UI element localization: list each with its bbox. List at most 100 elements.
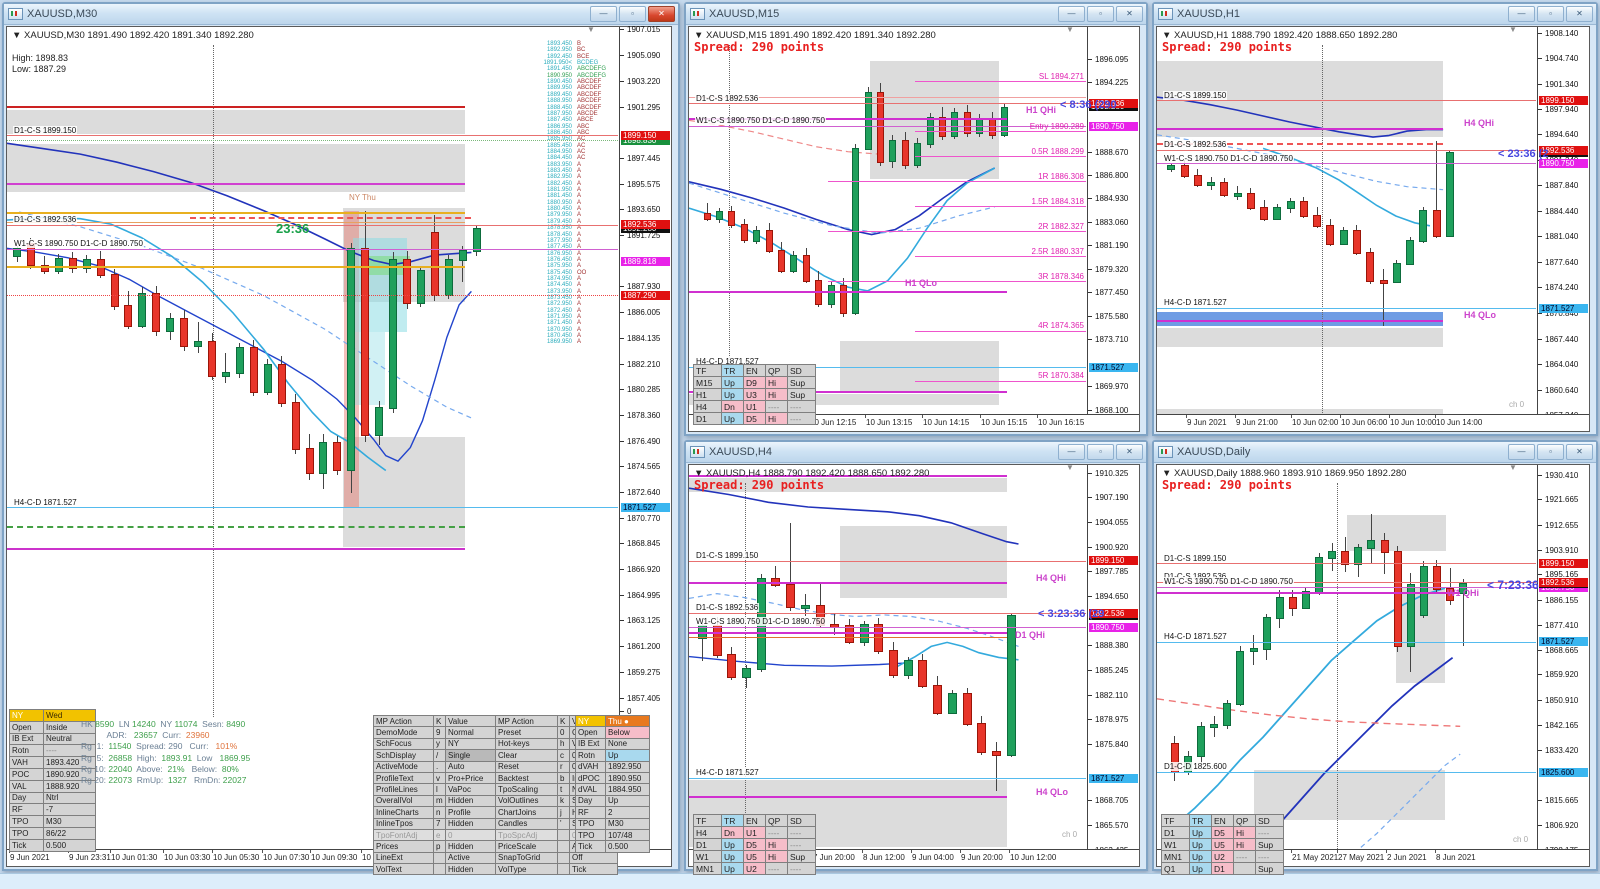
table-cell: VAH — [9, 756, 44, 769]
time-label: 10 Jun 14:15 — [921, 415, 970, 427]
tpo-price: 1875.950 — [546, 263, 572, 270]
time-label: 10 Jun 12:15 — [808, 415, 857, 427]
table-cell: Sup — [1255, 862, 1284, 875]
maximize-button[interactable]: ▫ — [1537, 444, 1564, 460]
table-cell: ---- — [787, 862, 816, 875]
close-button[interactable]: ✕ — [1116, 444, 1143, 460]
axis-tick: 1868.845 — [620, 539, 671, 548]
window-titlebar[interactable]: XAUUSD,H1 — ▫ ✕ — [1154, 4, 1596, 25]
tpo-letters: A — [577, 339, 582, 346]
price-axis[interactable]: 1907.015 1905.090 1903.220 1901.295 1897.445… — [619, 25, 671, 849]
session-stats: HK 8590 LN 14240 NY 11074 Sesn: 8490 ADR… — [81, 719, 250, 786]
table-header-cell: EN — [1211, 814, 1234, 827]
maximize-button[interactable]: ▫ — [1537, 6, 1564, 22]
axis-tick: 1869.970 — [1088, 382, 1139, 391]
tpo-letters: A — [577, 295, 582, 301]
candlestick — [741, 668, 751, 679]
candlestick — [110, 273, 119, 307]
table-cell: Hi — [1233, 826, 1256, 839]
maximize-button[interactable]: ▫ — [1087, 444, 1114, 460]
tpo-letters: A — [577, 225, 582, 232]
window-titlebar[interactable]: XAUUSD,H4 — ▫ ✕ — [686, 442, 1146, 463]
table-cell: Day — [575, 794, 606, 808]
axis-tick: 1894.650 — [1088, 592, 1139, 601]
candlestick — [1328, 551, 1337, 559]
close-button[interactable]: ✕ — [1566, 6, 1593, 22]
maximize-button[interactable]: ▫ — [619, 6, 646, 22]
maximize-button[interactable]: ▫ — [1087, 6, 1114, 22]
candlestick — [962, 692, 972, 725]
spread-banner: Spread: 290 points — [1162, 478, 1293, 492]
table-cell: InlineTpos — [373, 817, 434, 830]
tpo-letters: AC — [577, 142, 586, 149]
table-cell: Hi — [765, 376, 788, 389]
level-label: H4 QHi — [1036, 573, 1067, 583]
table-header-cell: MP Action — [373, 714, 434, 728]
price-axis[interactable]: 1930.410 1921.665 1912.655 1903.910 1895.165… — [1537, 465, 1589, 855]
minimize-button[interactable]: — — [1508, 444, 1535, 460]
session-band — [1157, 328, 1443, 347]
r-level-label: 2.5R 1880.337 — [1031, 247, 1085, 256]
stats-segment: 23657 — [133, 730, 158, 741]
tpo-letters: ABCDEF — [577, 91, 602, 98]
chart-m30[interactable]: D1-C-S 1899.150 D1-C-S 1892.536 W1-C-S 189… — [6, 25, 672, 876]
window-h4: XAUUSD,H4 — ▫ ✕ D1-C-S 1899.150 D1-C-S 1892.5… — [684, 440, 1148, 875]
candlestick — [712, 625, 722, 657]
window-titlebar[interactable]: XAUUSD,M15 — ▫ ✕ — [686, 4, 1146, 25]
price-axis[interactable]: 1896.095 1894.225 1888.670 1886.800 1884.930… — [1087, 27, 1139, 415]
table-cell: PriceScale — [495, 840, 558, 853]
price-level-badge: 1890.750 — [1089, 122, 1138, 131]
window-titlebar[interactable]: XAUUSD,Daily — ▫ ✕ — [1154, 442, 1596, 463]
table-cell: ---- — [787, 826, 816, 839]
tpo-price: 1881.450 — [546, 193, 572, 200]
chart-h1[interactable]: D1-C-S 1899.150 D1-C-S 1892.536 W1-C-S 189… — [1156, 25, 1590, 432]
table-cell: D5 — [743, 838, 766, 851]
candlestick — [277, 364, 286, 404]
minimize-button[interactable]: — — [590, 6, 617, 22]
axis-tick: 1887.930 — [620, 282, 671, 291]
status-strip — [0, 873, 1600, 889]
close-button[interactable]: ✕ — [648, 6, 675, 22]
table-cell: -7 — [43, 803, 96, 817]
r-level-label: Entry 1890.289 — [1029, 122, 1084, 131]
table-header-cell: SD — [787, 364, 816, 377]
close-button[interactable]: ✕ — [1566, 444, 1593, 460]
tpo-price: 1890.950 — [546, 72, 572, 79]
price-axis[interactable]: 1908.140 1904.740 1901.340 1897.940 1894.640… — [1537, 27, 1589, 420]
axis-tick: 1904.055 — [1088, 518, 1139, 527]
table-cell: H4 — [693, 826, 722, 839]
chart-h4[interactable]: D1-C-S 1899.150 D1-C-S 1892.536 W1-C-S 189… — [688, 463, 1140, 875]
candlestick — [1419, 210, 1428, 243]
time-label: 9 Jun 21:00 — [1235, 415, 1278, 427]
price-axis[interactable]: 1910.325 1907.190 1904.055 1900.920 1897.785… — [1087, 465, 1139, 855]
candlestick — [1380, 540, 1389, 554]
window-titlebar[interactable]: XAUUSD,M30 — ▫ ✕ — [4, 4, 678, 25]
candlestick — [938, 116, 946, 138]
candlestick — [319, 442, 328, 474]
axis-tick: 1864.040 — [1538, 360, 1589, 369]
tpo-price: 1871.950 — [546, 314, 572, 321]
time-label: 10 Jun 16:15 — [1036, 415, 1085, 427]
candlestick — [1366, 252, 1375, 282]
tpo-letters: ABCDEFG — [577, 66, 607, 73]
time-axis[interactable]: 9 Jun 2021 9 Jun 21:00 10 Jun 02:00 10 Jun … — [1157, 414, 1589, 431]
tpo-letters: AC — [577, 155, 586, 162]
table-cell: Clear — [495, 749, 558, 762]
tpo-price: 1874.950 — [546, 275, 572, 282]
candlestick — [458, 249, 467, 262]
minimize-button[interactable]: — — [1508, 6, 1535, 22]
stats-segment: Above: — [132, 763, 168, 774]
stats-segment: LN — [114, 719, 133, 729]
chart-m15[interactable]: D1-C-S 1892.536 W1-C-S 1890.750 D1-C-D 18… — [688, 25, 1140, 432]
minimize-button[interactable]: — — [1058, 6, 1085, 22]
table-cell: Sup — [1255, 838, 1284, 851]
close-button[interactable]: ✕ — [1116, 6, 1143, 22]
minimize-button[interactable]: — — [1058, 444, 1085, 460]
table-cell: Up — [1189, 862, 1212, 875]
level-line — [689, 795, 1007, 798]
stats-line: Rg 1: 11540 Spread: 290 Curr: 101% — [81, 741, 250, 752]
table-cell: U1 — [743, 826, 766, 839]
table-cell: Up — [721, 850, 744, 863]
tpo-price: 1878.950 — [546, 225, 572, 232]
